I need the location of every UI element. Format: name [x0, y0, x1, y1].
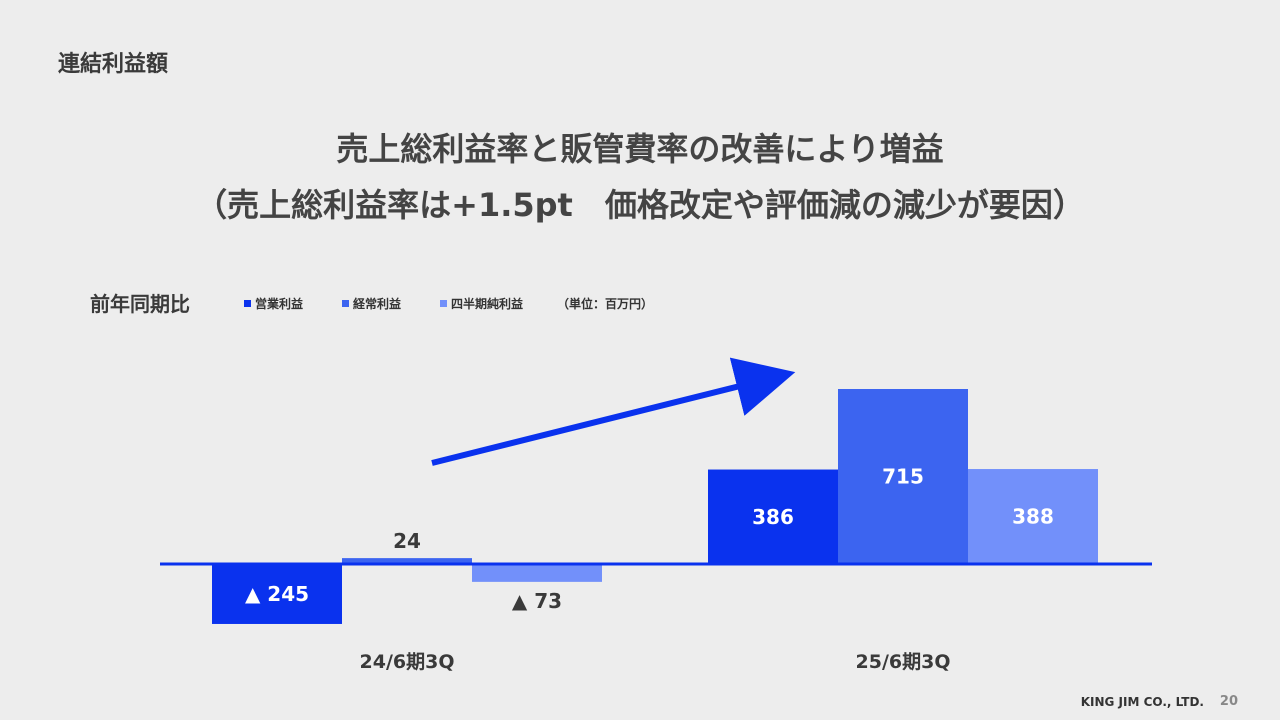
comparison-label: 前年同期比	[90, 292, 190, 316]
legend-label: 四半期純利益	[451, 297, 524, 311]
bar-1-1	[212, 564, 342, 624]
legend-label: 営業利益	[255, 297, 304, 311]
unit-label: （単位：百万円）	[557, 297, 654, 311]
legend-item-1: 営業利益	[244, 295, 303, 312]
bar-3-1	[472, 564, 602, 582]
data-label-3-1: ▲ 73	[512, 589, 562, 613]
data-label-3-2: 388	[1012, 505, 1054, 529]
headline-line-2: （売上総利益率は+1.5pt 価格改定や評価減の減少が要因）	[195, 186, 1085, 224]
bar-2-1	[342, 558, 472, 564]
data-label-2-2: 715	[882, 465, 924, 489]
data-label-2-1: 24	[393, 529, 421, 553]
legend-swatch	[342, 300, 349, 307]
category-label-2: 25/6期3Q	[856, 651, 951, 673]
headline-line-1: 売上総利益率と販管費率の改善により増益	[336, 130, 944, 168]
legend-swatch	[440, 300, 447, 307]
legend-label: 経常利益	[353, 297, 402, 311]
data-label-1-2: 386	[752, 505, 794, 529]
footer-company: KING JIM CO., LTD.	[1080, 695, 1204, 709]
legend-item-3: 四半期純利益	[440, 295, 523, 312]
bar-2-2	[838, 389, 968, 564]
section-title: 連結利益額	[58, 52, 169, 77]
bar-1-2	[708, 469, 838, 564]
legend-item-2: 経常利益	[342, 295, 401, 312]
data-label-1-1: ▲ 245	[245, 582, 309, 606]
legend-swatch	[244, 300, 251, 307]
trend-arrow	[431, 357, 796, 466]
page-number: 20	[1219, 694, 1238, 709]
category-label-1: 24/6期3Q	[360, 651, 455, 673]
bar-3-2	[968, 469, 1098, 564]
